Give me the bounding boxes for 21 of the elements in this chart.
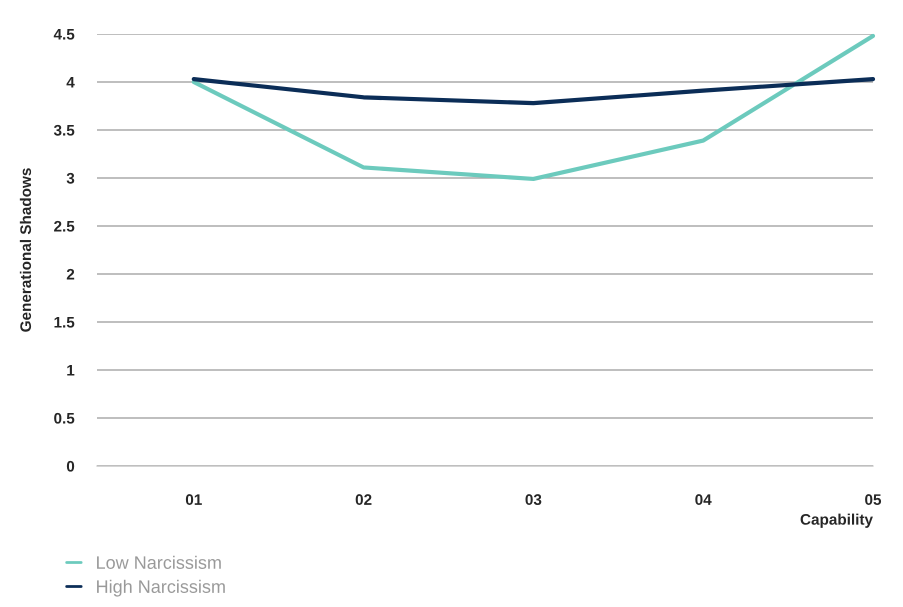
- y-tick-label: 2.5: [54, 220, 74, 232]
- legend-label: Low Narcissism: [97, 556, 221, 569]
- x-tick-label: 05: [865, 494, 882, 505]
- y-axis-title: Generational Shadows: [20, 168, 32, 332]
- y-tick-label: 0: [66, 460, 74, 472]
- line-series: [192, 77, 876, 106]
- y-tick-label: 4.5: [54, 29, 74, 40]
- y-tick-label: 0.5: [54, 412, 74, 424]
- x-tick-label: 01: [186, 494, 202, 505]
- x-tick-label: 03: [526, 494, 542, 506]
- y-tick-label: 1.5: [54, 317, 74, 328]
- legend-label: High Narcissism: [97, 580, 225, 597]
- y-tick-label: 4: [66, 77, 75, 88]
- y-tick-label: 2: [66, 268, 74, 280]
- line-series: [192, 34, 876, 182]
- x-tick-label: 02: [356, 494, 372, 505]
- x-axis-title: Capability: [800, 514, 873, 528]
- y-tick-label: 3.5: [54, 124, 74, 136]
- y-tick-label: 1: [67, 365, 74, 376]
- y-tick-label: 3: [66, 172, 74, 184]
- x-tick-label: 04: [695, 494, 712, 505]
